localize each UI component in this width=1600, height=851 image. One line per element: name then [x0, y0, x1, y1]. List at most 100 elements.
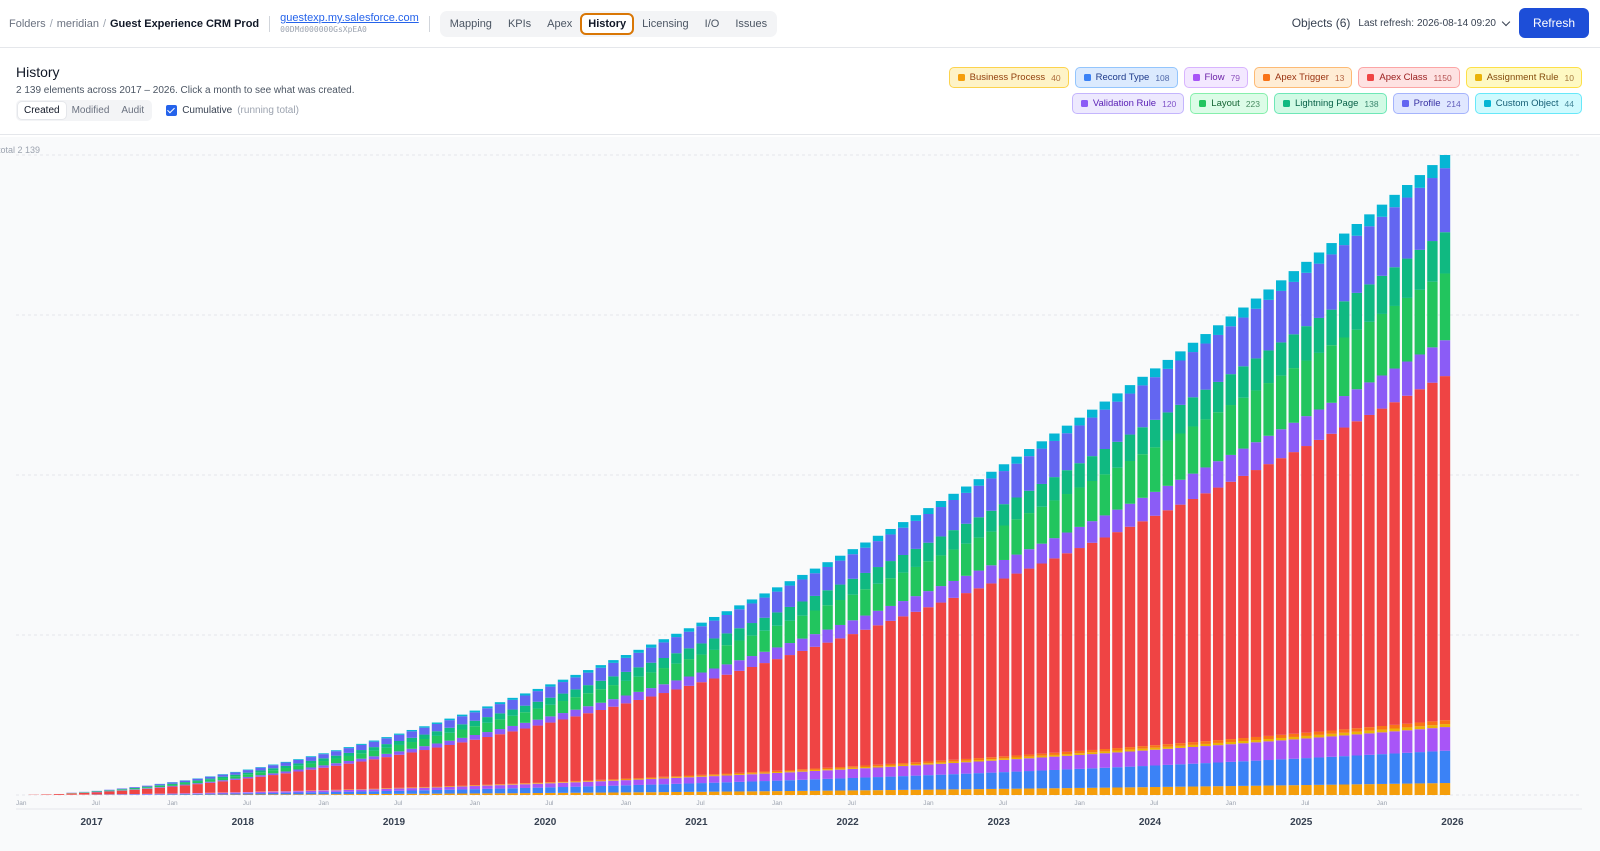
- bar-segment-business-process[interactable]: [494, 793, 506, 795]
- bar-segment-apex-trigger[interactable]: [973, 758, 984, 761]
- bar-segment-lightning-page[interactable]: [1389, 267, 1400, 306]
- bar-segment-lightning-page[interactable]: [1011, 497, 1022, 520]
- bar-segment-profile[interactable]: [1187, 352, 1199, 398]
- bar-segment-profile[interactable]: [1213, 334, 1224, 382]
- bar-segment-record-type[interactable]: [1099, 767, 1110, 788]
- bar-segment-business-process[interactable]: [910, 789, 921, 795]
- bar-segment-apex-class[interactable]: [532, 725, 543, 783]
- bar-segment-record-type[interactable]: [520, 787, 531, 794]
- bar-segment-lightning-page[interactable]: [520, 705, 531, 713]
- bar-segment-validation-rule[interactable]: [1150, 491, 1161, 516]
- bar-segment-apex-class[interactable]: [419, 750, 430, 787]
- bar-segment-record-type[interactable]: [683, 783, 695, 792]
- bar-segment-apex-class[interactable]: [520, 728, 531, 784]
- bar-segment-apex-class[interactable]: [1389, 402, 1400, 725]
- bar-segment-validation-rule[interactable]: [192, 783, 203, 785]
- bar-segment-assignment-rule[interactable]: [1024, 756, 1035, 759]
- bar-segment-apex-class[interactable]: [79, 792, 90, 795]
- bar-segment-apex-class[interactable]: [595, 709, 606, 780]
- legend-chip-lightning-page[interactable]: Lightning Page 138: [1274, 93, 1387, 114]
- bar-segment-custom-object[interactable]: [469, 710, 480, 713]
- bar-segment-flow[interactable]: [532, 783, 543, 788]
- bar-segment-layout[interactable]: [696, 654, 707, 673]
- bar-segment-validation-rule[interactable]: [394, 751, 405, 755]
- breadcrumb-folders[interactable]: Folders: [9, 17, 46, 30]
- bar-segment-record-type[interactable]: [394, 790, 405, 794]
- bar-segment-validation-rule[interactable]: [1402, 361, 1413, 396]
- bar-segment-business-process[interactable]: [683, 791, 695, 795]
- bar-segment-apex-trigger[interactable]: [1402, 723, 1413, 728]
- bar-segment-profile[interactable]: [305, 757, 317, 761]
- bar-segment-record-type[interactable]: [419, 790, 430, 794]
- bar-segment-profile[interactable]: [872, 541, 884, 568]
- bar-segment-validation-rule[interactable]: [797, 638, 808, 651]
- bar-segment-apex-class[interactable]: [268, 775, 279, 792]
- bar-segment-layout[interactable]: [217, 778, 228, 781]
- bar-segment-lightning-page[interactable]: [532, 701, 543, 709]
- bar-segment-lightning-page[interactable]: [457, 724, 468, 730]
- bar-segment-layout[interactable]: [142, 787, 153, 789]
- bar-segment-assignment-rule[interactable]: [1200, 743, 1211, 747]
- bar-segment-record-type[interactable]: [444, 789, 455, 794]
- bar-segment-custom-object[interactable]: [923, 508, 934, 514]
- bar-segment-validation-rule[interactable]: [419, 746, 430, 751]
- bar-segment-layout[interactable]: [1213, 412, 1224, 462]
- bar-segment-business-process[interactable]: [1087, 787, 1098, 795]
- bar-segment-record-type[interactable]: [343, 791, 354, 795]
- bar-segment-layout[interactable]: [280, 768, 291, 772]
- bar-segment-apex-trigger[interactable]: [1124, 747, 1136, 750]
- bar-segment-lightning-page[interactable]: [545, 697, 556, 705]
- bar-segment-apex-class[interactable]: [809, 646, 821, 769]
- bar-segment-lightning-page[interactable]: [1124, 434, 1136, 461]
- bar-segment-flow[interactable]: [1238, 743, 1249, 762]
- bar-segment-business-process[interactable]: [1074, 787, 1085, 795]
- bar-segment-flow[interactable]: [961, 762, 972, 774]
- bar-segment-apex-trigger[interactable]: [520, 783, 531, 784]
- bar-segment-flow[interactable]: [1225, 744, 1236, 762]
- bar-segment-apex-class[interactable]: [734, 670, 745, 773]
- bar-segment-apex-class[interactable]: [1276, 458, 1287, 735]
- bar-segment-lightning-page[interactable]: [1112, 441, 1123, 468]
- bar-segment-apex-class[interactable]: [1074, 548, 1085, 751]
- bar-segment-flow[interactable]: [1074, 754, 1085, 769]
- bar-segment-record-type[interactable]: [1313, 757, 1325, 785]
- bar-segment-layout[interactable]: [620, 680, 632, 696]
- bar-segment-apex-trigger[interactable]: [620, 778, 632, 780]
- bar-segment-assignment-rule[interactable]: [671, 777, 682, 778]
- bar-segment-flow[interactable]: [1427, 728, 1438, 752]
- bar-segment-lightning-page[interactable]: [898, 555, 909, 573]
- bar-segment-layout[interactable]: [545, 704, 556, 717]
- bar-segment-record-type[interactable]: [860, 777, 871, 791]
- bar-segment-lightning-page[interactable]: [1414, 249, 1425, 290]
- bar-segment-record-type[interactable]: [772, 780, 783, 792]
- bar-segment-apex-class[interactable]: [457, 742, 468, 786]
- bar-segment-apex-trigger[interactable]: [1024, 754, 1035, 757]
- bar-segment-profile[interactable]: [1124, 393, 1136, 435]
- bar-segment-record-type[interactable]: [381, 790, 392, 794]
- bar-segment-profile[interactable]: [557, 682, 569, 694]
- bar-segment-custom-object[interactable]: [520, 693, 531, 696]
- bar-segment-profile[interactable]: [444, 720, 455, 728]
- bar-segment-custom-object[interactable]: [835, 555, 846, 561]
- bar-segment-assignment-rule[interactable]: [809, 769, 821, 771]
- bar-segment-apex-class[interactable]: [280, 773, 291, 792]
- bar-segment-apex-trigger[interactable]: [1112, 748, 1123, 751]
- bar-segment-flow[interactable]: [179, 793, 191, 794]
- bar-segment-validation-rule[interactable]: [633, 691, 644, 700]
- bar-segment-apex-class[interactable]: [469, 739, 480, 786]
- legend-chip-validation-rule[interactable]: Validation Rule 120: [1071, 93, 1185, 114]
- bar-segment-apex-trigger[interactable]: [998, 756, 1010, 759]
- bar-segment-layout[interactable]: [154, 785, 165, 788]
- bar-segment-flow[interactable]: [1288, 739, 1299, 759]
- bar-segment-lightning-page[interactable]: [595, 680, 606, 690]
- bar-segment-record-type[interactable]: [494, 788, 506, 794]
- bar-segment-apex-class[interactable]: [1187, 499, 1199, 743]
- bar-segment-layout[interactable]: [1339, 337, 1350, 397]
- bar-segment-lightning-page[interactable]: [1313, 317, 1325, 353]
- bar-segment-record-type[interactable]: [1175, 764, 1186, 787]
- bar-segment-apex-trigger[interactable]: [1351, 728, 1362, 732]
- bar-segment-apex-trigger[interactable]: [545, 782, 556, 783]
- bar-segment-validation-rule[interactable]: [1439, 340, 1451, 377]
- bar-segment-apex-trigger[interactable]: [822, 767, 833, 770]
- bar-segment-validation-rule[interactable]: [1213, 461, 1224, 488]
